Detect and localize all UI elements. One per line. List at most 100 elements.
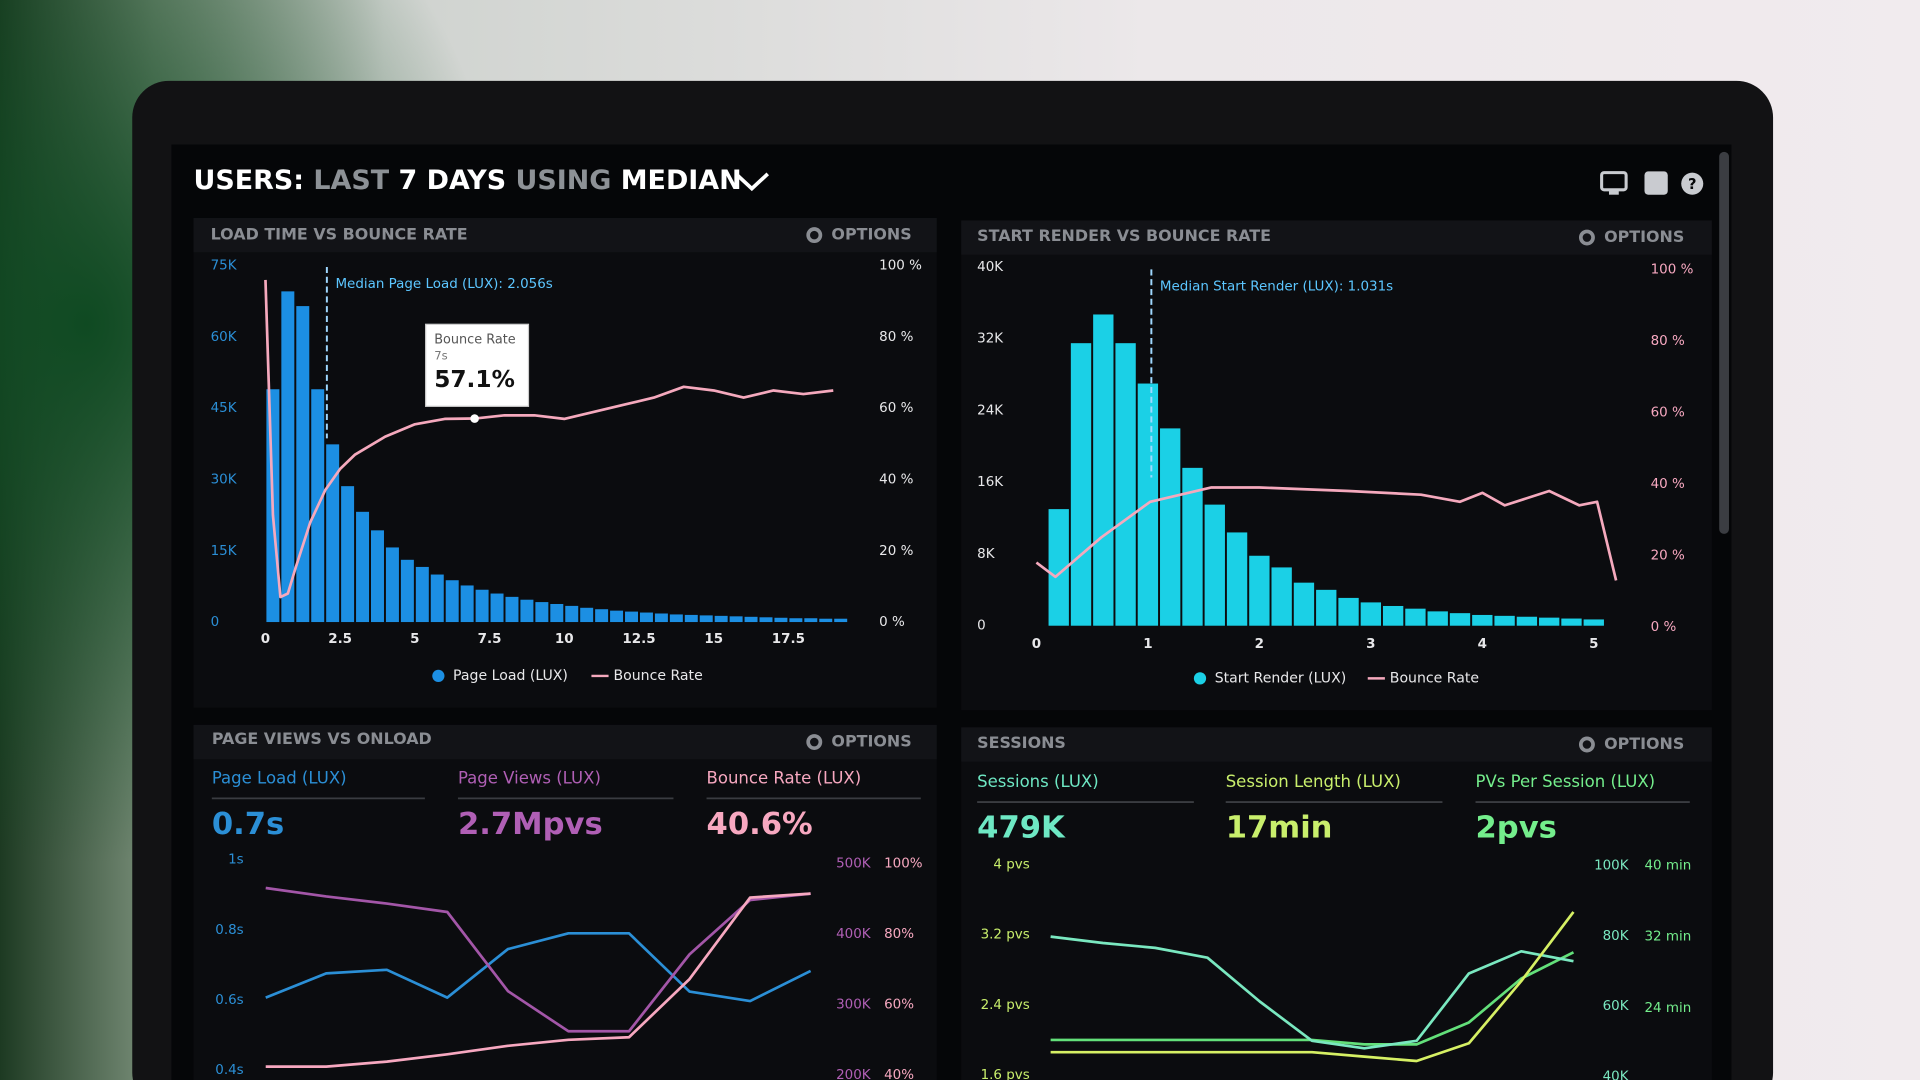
options-button[interactable]: OPTIONS <box>831 732 911 751</box>
kpi-label: PVs Per Session (LUX) <box>1476 772 1656 791</box>
histogram-bar <box>1093 314 1114 626</box>
kpi-value: 17min <box>1226 810 1333 845</box>
panel-header <box>961 727 1712 762</box>
y2-tick-label: 80K <box>1603 929 1630 944</box>
tooltip-point <box>470 414 479 423</box>
histogram-bar <box>550 603 564 623</box>
y3-tick-label: 40% <box>884 1068 914 1080</box>
legend-marker <box>1193 672 1207 685</box>
x-tick-label: 10 <box>555 632 574 647</box>
help-icon[interactable] <box>1681 172 1704 195</box>
legend-label: Bounce Rate <box>613 668 702 684</box>
histogram-bar <box>1293 582 1315 626</box>
chart-panel: START RENDER VS BOUNCE RATE OPTIONS 0 8K 16K… <box>961 220 1712 711</box>
histogram-bar <box>1338 597 1359 626</box>
options-button[interactable]: OPTIONS <box>1604 734 1684 753</box>
panel-title: START RENDER VS BOUNCE RATE <box>977 226 1271 245</box>
histogram-bar <box>370 530 384 623</box>
kpi-value: 2pvs <box>1476 810 1557 845</box>
y3-tick-label: 32 min <box>1644 930 1691 945</box>
histogram-bar <box>1360 602 1382 626</box>
histogram-bar <box>744 616 758 623</box>
histogram-bar <box>460 585 474 623</box>
histogram-bar <box>1316 589 1337 626</box>
histogram-bar <box>1382 605 1404 626</box>
histogram-bar <box>415 566 429 623</box>
gear-icon <box>806 227 823 244</box>
histogram-bar <box>1271 567 1292 626</box>
series-line <box>1035 486 1618 581</box>
histogram-bar <box>595 609 609 623</box>
histogram-bar <box>1226 532 1248 626</box>
y2-tick-label: 80 % <box>879 330 913 345</box>
histogram-bar <box>1405 608 1426 626</box>
options-button[interactable]: OPTIONS <box>831 225 911 244</box>
y2-tick-label: 100 % <box>879 259 922 274</box>
y-tick-label: 1s <box>228 853 244 868</box>
gear-icon <box>1578 229 1595 246</box>
options-button[interactable]: OPTIONS <box>1604 227 1684 246</box>
y-tick-label: 0.8s <box>215 923 243 938</box>
kpi-value: 479K <box>977 810 1066 845</box>
histogram-bar <box>281 291 295 623</box>
histogram-bar <box>430 574 444 623</box>
kpi-value: 0.7s <box>212 807 284 842</box>
share-icon[interactable] <box>1644 171 1668 195</box>
histogram-bar <box>505 596 519 623</box>
kpi-label: Bounce Rate (LUX) <box>707 768 862 787</box>
y2-tick-label: 500K <box>836 856 872 871</box>
chart-panel: SESSIONS OPTIONS 1.6 pvs 2.4 pvs 3.2 pvs 4 pv… <box>961 727 1712 1080</box>
gear-icon <box>806 734 823 750</box>
histogram-bar <box>1539 617 1560 626</box>
legend-label: Page Load (LUX) <box>453 668 568 684</box>
kpi-label: Page Views (LUX) <box>458 768 601 787</box>
histogram-bar <box>639 612 653 623</box>
histogram-bar <box>490 593 504 623</box>
tooltip-box <box>425 323 530 407</box>
histogram-bar <box>1115 343 1136 626</box>
y3-tick-label: 40 min <box>1644 859 1691 874</box>
y2-tick-label: 20 % <box>1651 548 1685 563</box>
histogram-bar <box>610 610 624 623</box>
y-tick-label: 60K <box>211 330 238 345</box>
panel-header <box>193 217 937 253</box>
histogram-bar <box>356 511 370 623</box>
panel-title: LOAD TIME VS BOUNCE RATE <box>211 225 468 244</box>
legend-label: Start Render (LUX) <box>1215 670 1347 686</box>
annotation: Median Start Render (LUX): 1.031s <box>1160 280 1393 295</box>
y-tick-label: 16K <box>977 475 1004 490</box>
histogram-bar <box>341 486 355 623</box>
y2-tick-label: 60 % <box>879 401 913 416</box>
y-tick-label: 15K <box>211 544 238 559</box>
y2-tick-label: 20 % <box>879 544 913 559</box>
histogram-bar <box>1516 616 1538 626</box>
dropdown-chevron[interactable] <box>734 172 770 192</box>
x-tick-label: 2 <box>1255 637 1264 652</box>
legend-marker <box>432 669 445 683</box>
histogram-bar <box>819 618 833 623</box>
title-part: USERS: <box>193 165 304 196</box>
x-tick-label: 5 <box>1589 637 1598 652</box>
monitor-icon[interactable] <box>1600 171 1628 192</box>
histogram-bar <box>1070 343 1092 626</box>
y-tick-label: 30K <box>211 473 238 488</box>
x-tick-label: 12.5 <box>622 632 655 647</box>
y-tick-label: 1.6 pvs <box>981 1068 1030 1080</box>
y-tick-label: 3.2 pvs <box>981 928 1030 943</box>
histogram-bar <box>834 618 848 623</box>
kpi-label: Session Length (LUX) <box>1226 772 1401 791</box>
tooltip-title: Bounce Rate <box>434 333 516 348</box>
y2-tick-label: 0 % <box>879 615 905 630</box>
y-tick-label: 0 <box>211 615 220 630</box>
kpi-label: Page Load (LUX) <box>212 768 347 787</box>
histogram-bar <box>1204 504 1225 626</box>
panel-title: PAGE VIEWS VS ONLOAD <box>212 729 432 748</box>
series-line <box>1050 935 1574 1050</box>
y-tick-label: 45K <box>211 401 238 416</box>
y-tick-label: 32K <box>977 332 1004 347</box>
histogram-bar <box>1472 614 1493 626</box>
kpi-value: 40.6% <box>707 807 813 842</box>
x-tick-label: 3 <box>1366 637 1375 652</box>
help-glyph: ? <box>1688 176 1697 193</box>
histogram-bar <box>520 599 534 623</box>
